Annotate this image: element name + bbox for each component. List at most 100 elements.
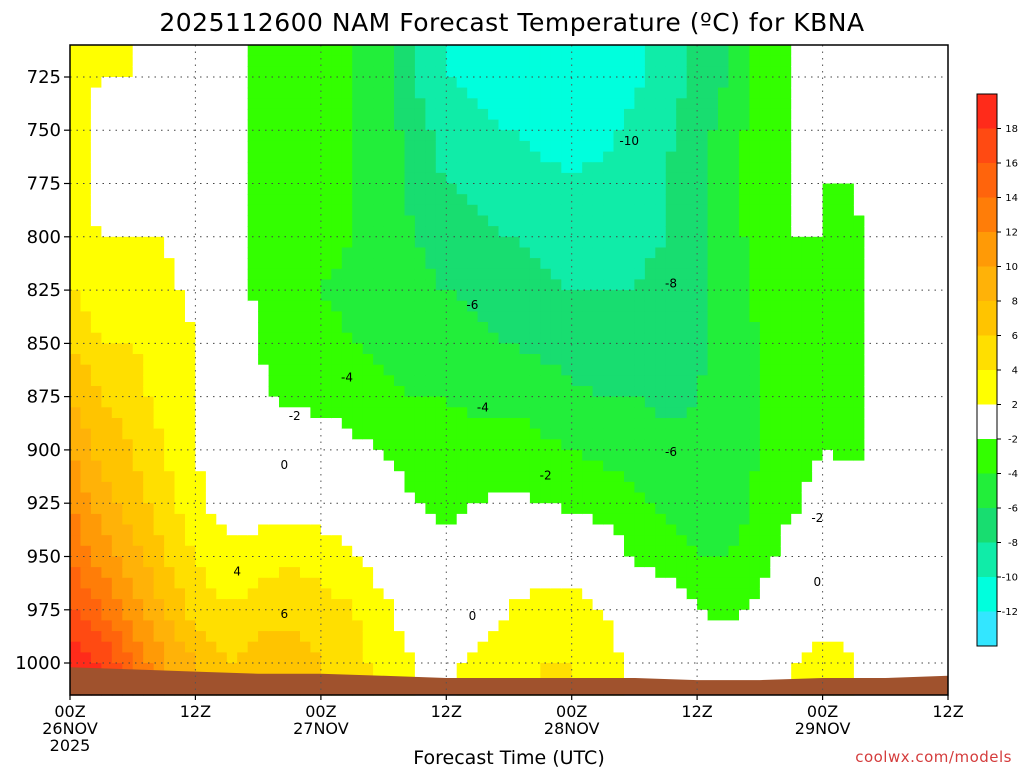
temperature-cell bbox=[446, 663, 458, 675]
temperature-cell bbox=[665, 279, 677, 291]
temperature-cell bbox=[435, 364, 447, 376]
temperature-cell bbox=[404, 204, 416, 217]
temperature-cell bbox=[352, 66, 364, 78]
temperature-cell bbox=[582, 492, 594, 504]
temperature-cell bbox=[864, 354, 876, 366]
temperature-cell bbox=[383, 588, 395, 600]
temperature-cell bbox=[665, 194, 677, 206]
temperature-cell bbox=[853, 268, 865, 281]
temperature-cell bbox=[279, 609, 291, 622]
temperature-cell bbox=[582, 108, 594, 121]
temperature-cell bbox=[414, 55, 426, 67]
temperature-cell bbox=[164, 45, 176, 57]
temperature-cell bbox=[801, 98, 813, 110]
temperature-cell bbox=[279, 140, 291, 153]
temperature-cell bbox=[216, 162, 228, 174]
temperature-cell bbox=[195, 375, 207, 387]
temperature-cell bbox=[247, 236, 259, 249]
temperature-cell bbox=[833, 236, 845, 249]
temperature-cell bbox=[561, 140, 573, 153]
temperature-cell bbox=[728, 343, 740, 355]
temperature-cell bbox=[425, 407, 437, 419]
temperature-cell bbox=[582, 386, 594, 398]
temperature-cell bbox=[833, 130, 845, 142]
temperature-cell bbox=[864, 396, 876, 408]
temperature-cell bbox=[153, 386, 165, 398]
temperature-cell bbox=[644, 599, 656, 611]
temperature-cell bbox=[874, 55, 886, 67]
temperature-cell bbox=[780, 609, 792, 622]
temperature-cell bbox=[164, 545, 176, 558]
temperature-cell bbox=[624, 247, 636, 259]
temperature-cell bbox=[122, 641, 134, 653]
temperature-cell bbox=[414, 140, 426, 153]
temperature-cell bbox=[697, 98, 709, 110]
temperature-cell bbox=[728, 354, 740, 366]
temperature-cell bbox=[833, 418, 845, 430]
temperature-cell bbox=[655, 343, 667, 355]
temperature-cell bbox=[812, 535, 824, 547]
temperature-cell bbox=[310, 162, 322, 174]
temperature-cell bbox=[143, 620, 155, 632]
temperature-cell bbox=[592, 300, 604, 312]
temperature-cell bbox=[707, 663, 719, 675]
temperature-cell bbox=[519, 364, 531, 376]
temperature-cell bbox=[352, 311, 364, 323]
temperature-cell bbox=[739, 481, 751, 494]
temperature-cell bbox=[644, 652, 656, 664]
temperature-cell bbox=[791, 77, 803, 89]
temperature-cell bbox=[864, 481, 876, 494]
temperature-cell bbox=[864, 407, 876, 419]
temperature-cell bbox=[906, 151, 918, 163]
temperature-cell bbox=[759, 311, 771, 323]
temperature-cell bbox=[498, 503, 510, 515]
temperature-cell bbox=[205, 55, 217, 67]
temperature-cell bbox=[467, 77, 479, 89]
temperature-cell bbox=[634, 386, 646, 398]
temperature-cell bbox=[247, 183, 259, 195]
temperature-cell bbox=[780, 279, 792, 291]
temperature-cell bbox=[373, 66, 385, 78]
temperature-cell bbox=[132, 268, 144, 281]
temperature-cell bbox=[540, 652, 552, 664]
temperature-cell bbox=[707, 311, 719, 323]
temperature-cell bbox=[90, 354, 102, 366]
temperature-cell bbox=[843, 247, 855, 259]
temperature-cell bbox=[132, 258, 144, 270]
temperature-cell bbox=[404, 226, 416, 238]
temperature-cell bbox=[916, 268, 928, 281]
temperature-cell bbox=[718, 204, 730, 217]
temperature-cell bbox=[540, 641, 552, 653]
temperature-cell bbox=[394, 545, 406, 558]
temperature-cell bbox=[362, 641, 374, 653]
temperature-cell bbox=[582, 130, 594, 142]
temperature-cell bbox=[80, 322, 92, 334]
temperature-cell bbox=[603, 162, 615, 174]
temperature-cell bbox=[770, 55, 782, 67]
temperature-cell bbox=[853, 567, 865, 579]
temperature-cell bbox=[624, 524, 636, 536]
temperature-cell bbox=[383, 236, 395, 249]
temperature-cell bbox=[153, 130, 165, 142]
temperature-cell bbox=[561, 98, 573, 110]
temperature-cell bbox=[70, 577, 82, 590]
temperature-cell bbox=[268, 236, 280, 249]
temperature-cell bbox=[634, 556, 646, 568]
temperature-cell bbox=[906, 524, 918, 536]
temperature-cell bbox=[467, 258, 479, 270]
temperature-cell bbox=[352, 172, 364, 185]
temperature-cell bbox=[676, 279, 688, 291]
temperature-cell bbox=[697, 226, 709, 238]
temperature-cell bbox=[686, 162, 698, 174]
temperature-cell bbox=[812, 375, 824, 387]
temperature-cell bbox=[759, 77, 771, 89]
temperature-cell bbox=[394, 300, 406, 312]
temperature-cell bbox=[540, 258, 552, 270]
temperature-cell bbox=[749, 66, 761, 78]
temperature-cell bbox=[822, 290, 834, 302]
temperature-cell bbox=[247, 215, 259, 227]
temperature-cell bbox=[237, 599, 249, 611]
temperature-cell bbox=[644, 140, 656, 153]
temperature-cell bbox=[634, 162, 646, 174]
temperature-cell bbox=[352, 609, 364, 622]
